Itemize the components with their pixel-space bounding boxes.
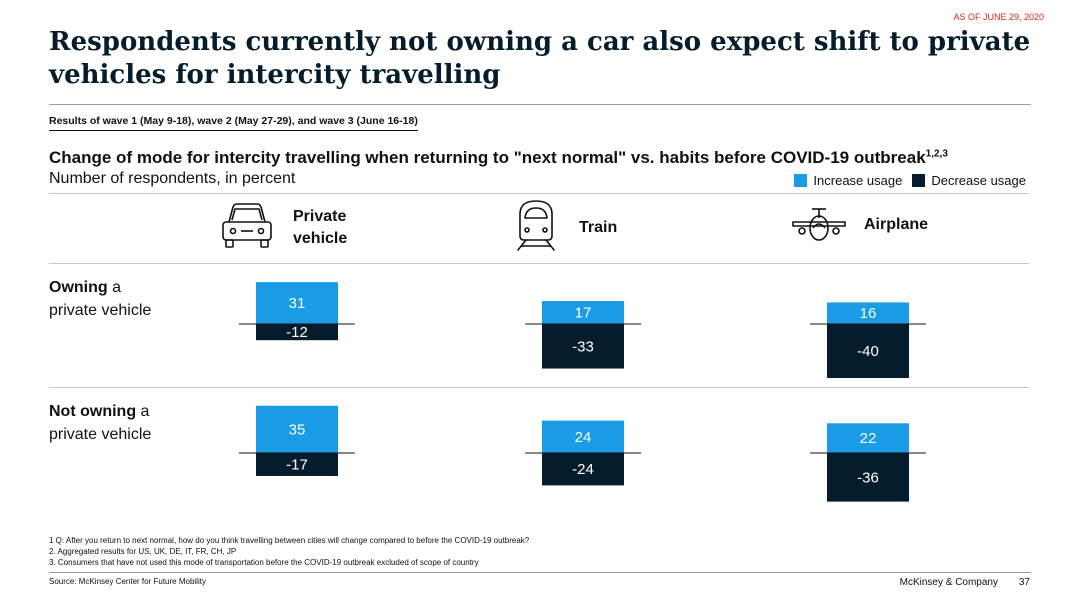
as-of-date: AS OF JUNE 29, 2020 (953, 12, 1044, 22)
bar-decrease-not-owning-airplane (827, 453, 909, 502)
label-increase-owning-private-vehicle: 31 (289, 295, 306, 312)
label-increase-owning-airplane: 16 (860, 305, 877, 322)
bar-increase-not-owning-train (542, 420, 624, 453)
chart-title: Change of mode for intercity travelling … (49, 148, 948, 168)
bar-increase-not-owning-private-vehicle (256, 405, 338, 453)
footnotes: 1 Q: After you return to next normal, ho… (49, 535, 529, 568)
source-note: Source: McKinsey Center for Future Mobil… (49, 577, 206, 586)
legend-item-decrease: Decrease usage (912, 173, 1026, 188)
header-divider (49, 193, 1029, 194)
group-label-not-owning-line2: private vehicle (49, 426, 152, 443)
page-title: Respondents currently not owning a car a… (49, 27, 1031, 90)
title-divider (49, 104, 1031, 105)
bar-decrease-owning-private-vehicle (256, 324, 338, 341)
label-decrease-owning-train: -33 (572, 338, 594, 355)
group-label-not-owning-bold: Not owning (49, 403, 137, 420)
bar-increase-owning-airplane (827, 302, 909, 324)
group-label-owning-bold: Owning (49, 279, 108, 296)
footnote-2: 2. Aggregated results for US, UK, DE, IT… (49, 547, 237, 556)
legend-swatch-increase (794, 174, 808, 187)
label-increase-not-owning-train: 24 (575, 429, 592, 446)
bar-decrease-not-owning-private-vehicle (256, 453, 338, 476)
group-divider (49, 387, 1029, 388)
mode-label-line2: vehicle (293, 230, 348, 247)
mode-label-train: Train (579, 219, 618, 236)
group-label-not-owning-rest: a (136, 403, 150, 420)
label-increase-owning-train: 17 (575, 305, 592, 322)
footer-divider (49, 572, 1031, 573)
legend: Increase usage Decrease usage (784, 173, 1026, 188)
airplane-icon (792, 208, 846, 241)
bar-increase-owning-train (542, 301, 624, 324)
car-icon (222, 203, 272, 248)
group-label-owning: Owning a private vehicle (49, 276, 151, 322)
chart-unit: Number of respondents, in percent (49, 170, 296, 187)
mode-label-airplane: Airplane (864, 216, 929, 233)
legend-swatch-decrease (912, 174, 926, 187)
brand-name: McKinsey & Company (899, 577, 998, 588)
bar-increase-not-owning-airplane (827, 423, 909, 453)
group-label-not-owning: Not owning a private vehicle (49, 400, 151, 446)
label-decrease-not-owning-airplane: -36 (857, 469, 879, 486)
mode-label-private-vehicle: Private vehicle (293, 206, 347, 250)
chart-title-text: Change of mode for intercity travelling … (49, 148, 926, 167)
bar-decrease-not-owning-train (542, 453, 624, 486)
footnote-3: 3. Consumers that have not used this mod… (49, 558, 479, 567)
label-increase-not-owning-airplane: 22 (860, 430, 877, 447)
label-decrease-not-owning-private-vehicle: -17 (286, 456, 308, 473)
label-increase-not-owning-private-vehicle: 35 (289, 421, 306, 438)
bar-increase-owning-private-vehicle (256, 282, 338, 324)
group-label-owning-line2: private vehicle (49, 302, 152, 319)
chart-title-footnote-ref: 1,2,3 (925, 148, 948, 160)
label-decrease-owning-airplane: -40 (857, 343, 879, 360)
legend-label-increase: Increase usage (813, 173, 903, 188)
footnote-1: 1 Q: After you return to next normal, ho… (49, 536, 530, 545)
legend-label-decrease: Decrease usage (931, 173, 1026, 188)
wave-note: Results of wave 1 (May 9-18), wave 2 (Ma… (49, 115, 418, 131)
group-label-owning-rest: a (107, 279, 121, 296)
mode-header-divider (49, 263, 1029, 264)
bar-decrease-owning-airplane (827, 324, 909, 378)
label-decrease-owning-private-vehicle: -12 (286, 324, 308, 341)
page-number: 37 (1018, 577, 1030, 588)
label-decrease-not-owning-train: -24 (572, 461, 594, 478)
train-icon (517, 200, 555, 251)
legend-item-increase: Increase usage (794, 173, 902, 188)
bar-decrease-owning-train (542, 324, 624, 369)
mode-label-line1: Private (293, 208, 347, 225)
